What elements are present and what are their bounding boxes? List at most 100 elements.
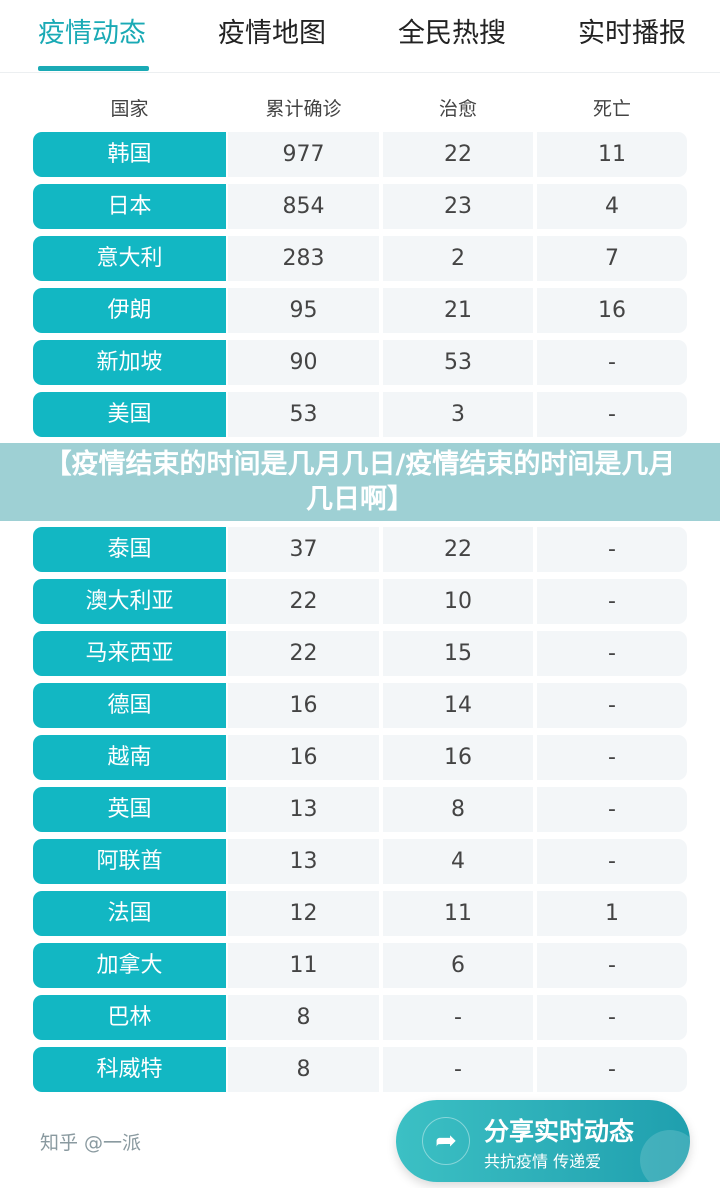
country-cell: 英国	[33, 787, 226, 832]
cured-cell: 53	[383, 340, 533, 385]
cured-cell: 22	[383, 132, 533, 177]
country-cell: 美国	[33, 392, 226, 437]
tab-epidemic-map[interactable]: 疫情地图	[218, 18, 326, 49]
share-button[interactable]: ➦ 分享实时动态 共抗疫情 传递爱	[396, 1100, 690, 1182]
table-row[interactable]: 美国 53 3-	[33, 392, 687, 437]
confirmed-cell: 53	[228, 392, 379, 437]
confirmed-cell: 13	[228, 787, 379, 832]
tab-live-report[interactable]: 实时播报	[578, 18, 686, 49]
watermark: 知乎 @一派	[40, 1132, 142, 1154]
table-row[interactable]: 德国 16 14-	[33, 683, 687, 728]
deaths-cell: -	[537, 839, 687, 884]
country-cell: 伊朗	[33, 288, 226, 333]
table-row[interactable]: 日本 854 23 4	[33, 184, 687, 229]
cured-cell: 21	[383, 288, 533, 333]
confirmed-cell: 22	[228, 579, 379, 624]
confirmed-cell: 90	[228, 340, 379, 385]
cured-cell: 8	[383, 787, 533, 832]
table-row[interactable]: 伊朗 95 21 16	[33, 288, 687, 333]
country-cell: 科威特	[33, 1047, 226, 1092]
country-cell: 法国	[33, 891, 226, 936]
tab-epidemic-news[interactable]: 疫情动态	[38, 18, 146, 49]
cured-cell: 14	[383, 683, 533, 728]
confirmed-cell: 37	[228, 527, 379, 572]
country-cell: 泰国	[33, 527, 226, 572]
table-row[interactable]: 意大利 283 2 7	[33, 236, 687, 281]
deaths-cell: -	[537, 1047, 687, 1092]
cured-cell: 23	[383, 184, 533, 229]
share-title: 分享实时动态	[484, 1117, 635, 1146]
cured-cell: 11	[383, 891, 533, 936]
table-row[interactable]: 新加坡 90 53-	[33, 340, 687, 385]
cured-cell: 6	[383, 943, 533, 988]
country-cell: 加拿大	[33, 943, 226, 988]
deaths-cell: 7	[537, 236, 687, 281]
banner-title: 【疫情结束的时间是几月几日/疫情结束的时间是几月几日啊】	[44, 449, 676, 515]
cured-cell: 3	[383, 392, 533, 437]
deaths-cell: 11	[537, 132, 687, 177]
header-country: 国家	[110, 98, 149, 120]
cured-cell: 10	[383, 579, 533, 624]
tab-bar: 疫情动态 疫情地图 全民热搜 实时播报	[0, 0, 720, 73]
confirmed-cell: 16	[228, 735, 379, 780]
deaths-cell: -	[537, 683, 687, 728]
country-cell: 越南	[33, 735, 226, 780]
country-cell: 巴林	[33, 995, 226, 1040]
deaths-cell: -	[537, 943, 687, 988]
deaths-cell: 1	[537, 891, 687, 936]
table-row[interactable]: 巴林 8- -	[33, 995, 687, 1040]
deaths-cell: -	[537, 995, 687, 1040]
country-cell: 德国	[33, 683, 226, 728]
country-cell: 日本	[33, 184, 226, 229]
table-row[interactable]: 澳大利亚 22 10-	[33, 579, 687, 624]
deaths-cell: 4	[537, 184, 687, 229]
share-arrow-icon: ➦	[422, 1117, 470, 1165]
confirmed-cell: 22	[228, 631, 379, 676]
table-row[interactable]: 科威特 8- -	[33, 1047, 687, 1092]
deaths-cell: -	[537, 579, 687, 624]
country-cell: 意大利	[33, 236, 226, 281]
deaths-cell: -	[537, 735, 687, 780]
confirmed-cell: 11	[228, 943, 379, 988]
table-row[interactable]: 马来西亚 22 15-	[33, 631, 687, 676]
title-banner	[0, 443, 720, 521]
table-row[interactable]: 阿联酋 13 4-	[33, 839, 687, 884]
table-row[interactable]: 英国 13 8-	[33, 787, 687, 832]
table-row[interactable]: 加拿大 11 6-	[33, 943, 687, 988]
decorative-bubble	[640, 1130, 690, 1182]
confirmed-cell: 12	[228, 891, 379, 936]
header-deaths: 死亡	[592, 98, 631, 120]
cured-cell: -	[383, 995, 533, 1040]
cured-cell: -	[383, 1047, 533, 1092]
header-confirmed: 累计确诊	[265, 98, 342, 120]
deaths-cell: -	[537, 340, 687, 385]
confirmed-cell: 854	[228, 184, 379, 229]
confirmed-cell: 283	[228, 236, 379, 281]
cured-cell: 15	[383, 631, 533, 676]
table-row[interactable]: 泰国 37 22-	[33, 527, 687, 572]
cured-cell: 2	[383, 236, 533, 281]
cured-cell: 4	[383, 839, 533, 884]
confirmed-cell: 95	[228, 288, 379, 333]
country-cell: 阿联酋	[33, 839, 226, 884]
tab-hot-search[interactable]: 全民热搜	[398, 18, 506, 49]
table-row[interactable]: 越南 16 16-	[33, 735, 687, 780]
country-cell: 马来西亚	[33, 631, 226, 676]
table-row[interactable]: 法国 12 11 1	[33, 891, 687, 936]
confirmed-cell: 8	[228, 995, 379, 1040]
deaths-cell: -	[537, 392, 687, 437]
confirmed-cell: 13	[228, 839, 379, 884]
deaths-cell: -	[537, 631, 687, 676]
country-cell: 新加坡	[33, 340, 226, 385]
cured-cell: 22	[383, 527, 533, 572]
country-cell: 韩国	[33, 132, 226, 177]
deaths-cell: -	[537, 787, 687, 832]
cured-cell: 16	[383, 735, 533, 780]
deaths-cell: 16	[537, 288, 687, 333]
country-cell: 澳大利亚	[33, 579, 226, 624]
share-subtitle: 共抗疫情 传递爱	[484, 1152, 602, 1171]
header-cured: 治愈	[438, 98, 477, 120]
deaths-cell: -	[537, 527, 687, 572]
table-row[interactable]: 韩国 977 22 11	[33, 132, 687, 177]
confirmed-cell: 8	[228, 1047, 379, 1092]
